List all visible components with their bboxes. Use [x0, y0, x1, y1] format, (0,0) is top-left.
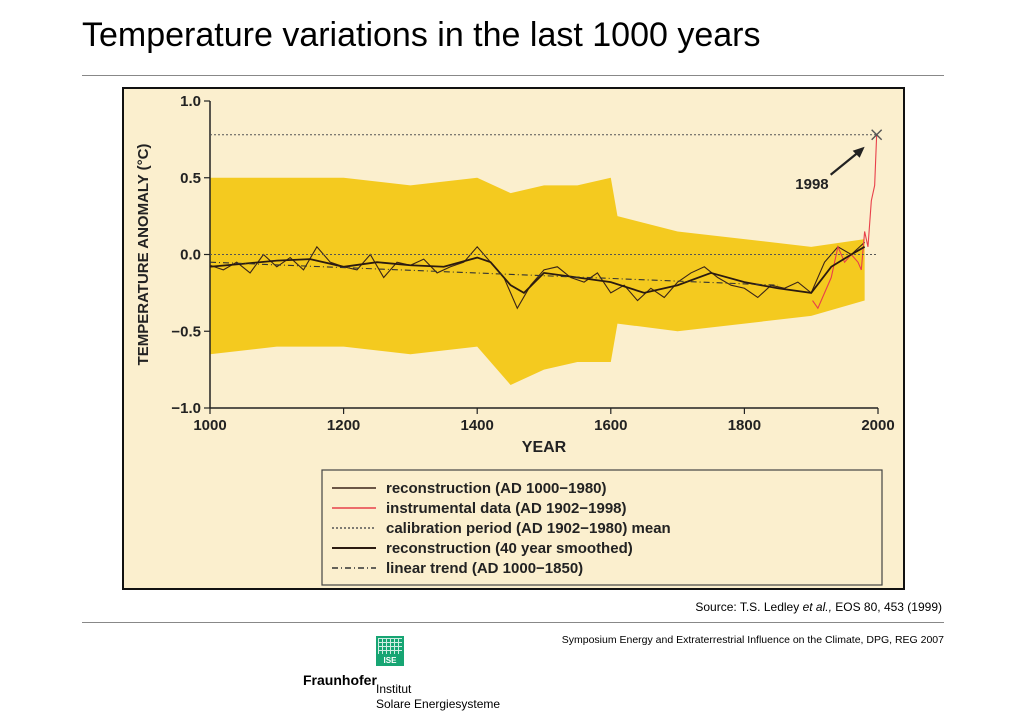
logo-badge-text: ISE	[383, 656, 397, 665]
x-tick-label: 2000	[861, 417, 894, 434]
legend-label: calibration period (AD 1902−1980) mean	[386, 520, 671, 537]
y-tick-label: 0.5	[180, 170, 201, 187]
logo-grid	[378, 638, 402, 654]
legend-label: reconstruction (AD 1000−1980)	[386, 480, 607, 497]
legend-label: linear trend (AD 1000−1850)	[386, 560, 583, 577]
series-line	[209, 241, 866, 310]
x-tick-label: 1200	[327, 417, 360, 434]
x-tick-label: 1400	[461, 417, 494, 434]
x-tick-label: 1800	[728, 417, 761, 434]
institute-line-1: Institut	[376, 682, 412, 696]
source-suffix: EOS 80, 453 (1999)	[831, 600, 942, 614]
uncertainty-band	[210, 177, 865, 385]
footer-note: Symposium Energy and Extraterrestrial In…	[561, 634, 944, 646]
y-axis-label: TEMPERATURE ANOMALY (°C)	[135, 144, 152, 366]
fraunhofer-ise-logo-icon: ISE	[376, 636, 404, 666]
y-tick-label: −0.5	[171, 323, 201, 340]
series-line	[209, 246, 866, 294]
x-tick-label: 1000	[193, 417, 226, 434]
title-divider	[82, 75, 944, 76]
source-prefix: Source: T.S. Ledley	[695, 600, 803, 614]
chart-figure: 1.0 0.5 0.0 −0.5 −1.0 1000 1200 1400 1600 1800 200…	[122, 87, 905, 590]
y-tick-label: 0.0	[180, 247, 201, 264]
annotation-arrowhead	[852, 146, 865, 158]
x-axis-label: YEAR	[522, 439, 567, 456]
series-line	[209, 261, 778, 286]
y-tick-label: 1.0	[180, 93, 201, 110]
x-tick-label: 1600	[594, 417, 627, 434]
slide-title: Temperature variations in the last 1000 …	[82, 16, 761, 54]
legend-label: instrumental data (AD 1902−1998)	[386, 500, 627, 517]
institute-line-2: Solare Energiesysteme	[376, 697, 501, 711]
source-etal: et al.,	[802, 600, 832, 614]
annotation-label: 1998	[795, 176, 828, 193]
source-citation: Source: T.S. Ledley et al., EOS 80, 453 …	[695, 600, 942, 614]
legend-box	[321, 469, 883, 586]
footer-divider	[82, 622, 944, 623]
y-tick-label: −1.0	[171, 400, 201, 417]
legend-label: reconstruction (40 year smoothed)	[386, 540, 633, 557]
series-line	[812, 134, 878, 310]
brand-name: Fraunhofer	[303, 672, 377, 688]
peak-marker	[871, 129, 883, 141]
